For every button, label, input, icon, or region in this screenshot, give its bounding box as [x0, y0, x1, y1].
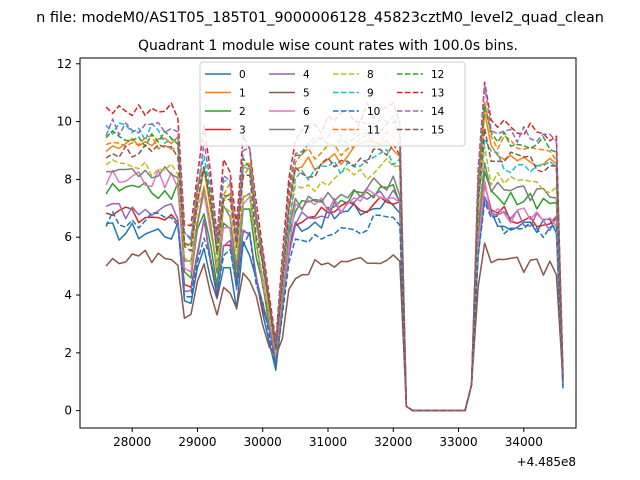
series-line-2 — [105, 170, 564, 412]
chart-title: Quadrant 1 module wise count rates with … — [138, 38, 518, 54]
legend-label-2: 2 — [239, 106, 246, 118]
y-tick-label: 0 — [64, 404, 72, 418]
legend-label-3: 3 — [239, 125, 246, 137]
x-tick-label: 32000 — [374, 435, 412, 449]
legend-label-0: 0 — [239, 69, 246, 81]
x-tick-label: 30000 — [244, 435, 282, 449]
y-axis: 0 2 4 6 8 10 12 — [57, 57, 80, 418]
series-line-11 — [105, 100, 564, 412]
y-tick-label: 10 — [57, 115, 72, 129]
series-line-9 — [105, 122, 564, 412]
legend-label-1: 1 — [239, 88, 246, 100]
series-line-0 — [106, 196, 564, 412]
series-line-8 — [105, 145, 564, 412]
legend-label-15: 15 — [431, 125, 444, 137]
legend-label-5: 5 — [303, 88, 310, 100]
y-tick-label: 4 — [64, 288, 72, 302]
x-tick-label: 29000 — [178, 435, 216, 449]
x-tick-label: 34000 — [505, 435, 543, 449]
figure-suptitle: n file: modeM0/AS1T05_185T01_9000006128_… — [36, 10, 604, 26]
y-tick-label: 2 — [64, 346, 72, 360]
legend-label-6: 6 — [303, 106, 310, 118]
x-tick-label: 31000 — [309, 435, 347, 449]
legend-label-9: 9 — [367, 88, 374, 100]
plot-area — [79, 57, 577, 429]
legend-label-14: 14 — [431, 106, 445, 118]
x-offset-label: +4.485e8 — [517, 455, 576, 469]
legend-label-8: 8 — [367, 69, 374, 81]
series-line-15 — [105, 127, 564, 412]
series-line-14 — [105, 84, 564, 412]
legend-label-11: 11 — [367, 125, 380, 137]
series-line-5 — [105, 242, 564, 412]
y-tick-label: 6 — [64, 230, 72, 244]
x-axis: 28000 29000 30000 31000 32000 33000 34000 — [113, 428, 543, 449]
series-line-7 — [106, 162, 564, 412]
x-tick-label: 33000 — [439, 435, 477, 449]
series-line-4 — [105, 189, 564, 412]
legend-label-12: 12 — [431, 69, 444, 81]
legend-box — [199, 61, 466, 147]
legend-label-13: 13 — [431, 88, 444, 100]
series-layer — [105, 81, 564, 412]
series-line-10 — [105, 201, 564, 412]
legend-label-10: 10 — [367, 106, 380, 118]
y-tick-label: 8 — [64, 172, 72, 186]
x-tick-label: 28000 — [113, 435, 151, 449]
y-tick-label: 12 — [57, 57, 72, 71]
legend-label-4: 4 — [303, 69, 310, 81]
legend-label-7: 7 — [303, 125, 310, 137]
